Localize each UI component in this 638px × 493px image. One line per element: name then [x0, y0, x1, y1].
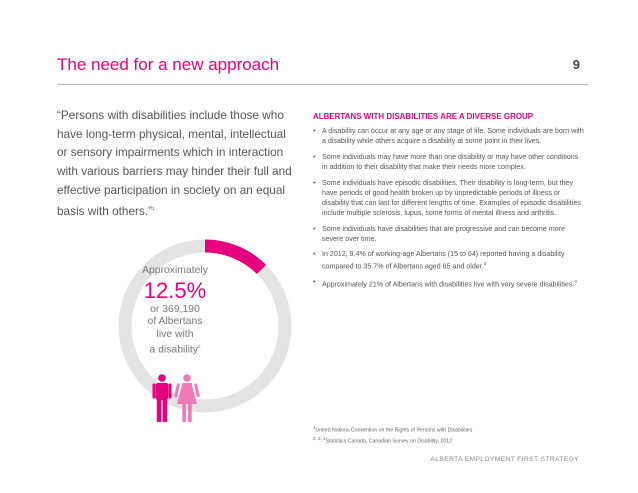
- stat-percent: 12.5%: [143, 278, 207, 303]
- list-item: • Some individuals have episodic disabili…: [313, 178, 585, 218]
- list-item: • A disability can occur at any age or an…: [313, 126, 585, 146]
- stat-desc-line: of Albertans: [147, 316, 203, 328]
- male-figure-icon: [152, 374, 172, 422]
- stat-footnote-ref: 2: [198, 343, 201, 349]
- quote-line: “Persons with disabilities include those…: [57, 108, 284, 122]
- bullet-dot: •: [313, 250, 316, 259]
- disability-share-donut: [118, 239, 292, 413]
- quote-line: have long-term physical, mental, intelle…: [57, 126, 286, 141]
- stat-block: Approximately 12.5% or 369,190 of Albert…: [142, 265, 208, 357]
- list-item: • Some individuals may have more than one…: [313, 152, 585, 172]
- facts-column: ALBERTANS WITH DISABILITIES ARE A DIVERS…: [313, 112, 585, 296]
- list-item-text: Some individuals have episodic disabilit…: [322, 178, 581, 217]
- page-title: The need for a new approach: [57, 55, 280, 74]
- footnotes: 1United Nations Convention on the Rights…: [313, 424, 472, 446]
- footnote-ref: 4: [574, 279, 577, 285]
- list-item-text: Some individuals have disabilities that …: [322, 224, 565, 243]
- bullet-dot: •: [313, 224, 316, 233]
- definition-quote: “Persons with disabilities include those…: [57, 106, 292, 220]
- donut-share-arc: [204, 239, 267, 275]
- stat-count-line: or 369,190: [150, 304, 200, 315]
- bullet-dot: •: [313, 178, 316, 187]
- quote-line: with various barriers may hinder their f…: [57, 164, 292, 179]
- facts-list: • A disability can occur at any age or an…: [313, 126, 585, 290]
- bullet-dot: •: [313, 152, 316, 161]
- footnote-2: 2, 3, 4Statistics Canada, Canadian Surve…: [313, 435, 472, 446]
- footnote-number: 2, 3, 4: [313, 435, 326, 441]
- stat-desc-line: a disability: [149, 344, 198, 356]
- footnote-1: 1United Nations Convention on the Rights…: [313, 424, 472, 435]
- stat-approx-label: Approximately: [142, 265, 208, 276]
- footnote-ref: 3: [483, 261, 487, 267]
- list-item: • Some individuals have disabilities that…: [313, 224, 585, 244]
- female-figure-icon: [174, 374, 200, 422]
- stat-desc-line: live with: [156, 328, 194, 340]
- quote-line-last: basis with others.”1: [57, 200, 292, 221]
- footnote-number: 1: [313, 425, 316, 430]
- quote-footnote-ref: 1: [152, 205, 155, 211]
- list-item-text: Some individuals may have more than one …: [322, 152, 579, 171]
- quote-line: effective participation in society on an…: [57, 182, 286, 197]
- list-item: • In 2012, 9.4% of working-age Albertans …: [313, 249, 585, 272]
- list-item-text: In 2012, 9.4% of working-age Albertans (…: [322, 250, 565, 271]
- bullet-dot: •: [313, 278, 316, 287]
- footer-text: ALBERTA EMPLOYMENT FIRST STRATEGY: [430, 456, 579, 463]
- stat-desc-line-last: a disability2: [142, 341, 208, 357]
- people-figures: [152, 374, 200, 422]
- list-item: • Approximately 21% of Albertans with dis…: [313, 277, 585, 289]
- quote-line: basis with others.”: [57, 203, 153, 218]
- footnote-text: United Nations Convention on the Rights …: [315, 427, 473, 434]
- bullet-dot: •: [313, 127, 316, 135]
- quote-line: or sensory impairments which in interact…: [57, 145, 284, 160]
- list-item-text: Approximately 21% of Albertans with disa…: [322, 280, 575, 289]
- footnote-text: Statistics Canada, Canadian Survey on Di…: [325, 438, 453, 445]
- page-number: 9: [572, 57, 580, 72]
- header-divider: [57, 84, 588, 85]
- list-item-text: A disability can occur at any age or any…: [322, 127, 584, 146]
- section-heading: ALBERTANS WITH DISABILITIES ARE A DIVERS…: [313, 112, 534, 121]
